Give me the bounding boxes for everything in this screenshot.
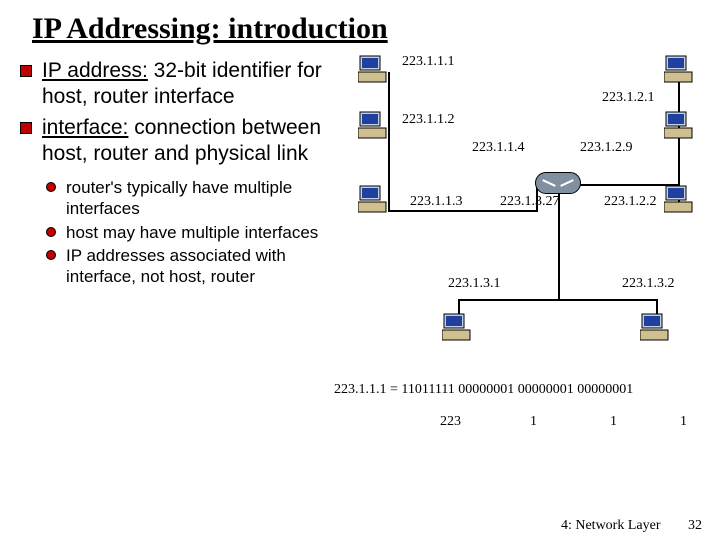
circle-bullet-icon <box>46 227 56 237</box>
square-bullet-icon <box>20 122 32 134</box>
sub-bullet-item: host may have multiple interfaces <box>46 222 340 243</box>
computer-icon <box>358 110 390 140</box>
left-column: IP address: 32-bit identifier for host, … <box>0 54 340 474</box>
slide-footer: 4: Network Layer 32 <box>561 518 702 534</box>
binary-octet: 1 <box>530 414 537 430</box>
computer-icon <box>358 54 390 84</box>
ip-label: 223.1.2.2 <box>604 194 657 210</box>
chapter-label: 4: Network Layer <box>561 518 661 533</box>
binary-octet: 1 <box>610 414 617 430</box>
computer-icon <box>664 110 696 140</box>
sub-bullet-text: host may have multiple interfaces <box>66 222 318 243</box>
bullet-text: IP address: 32-bit identifier for host, … <box>42 58 340 111</box>
ip-label: 223.1.3.27 <box>500 194 560 210</box>
bullet-term: interface: <box>42 116 128 139</box>
network-diagram: 223.1.1.1 223.1.1.2 223.1.1.3 223.1.1.4 … <box>340 54 710 474</box>
router-icon <box>535 172 581 194</box>
sub-bullet-item: IP addresses associated with interface, … <box>46 245 340 288</box>
bullet-item: interface: connection between host, rout… <box>20 115 340 168</box>
binary-octet: 223 <box>440 414 461 430</box>
computer-icon <box>664 54 696 84</box>
sub-bullet-list: router's typically have multiple interfa… <box>20 171 340 287</box>
ip-label: 223.1.1.1 <box>402 54 455 70</box>
wire <box>388 210 538 212</box>
slide-title: IP Addressing: introduction <box>0 0 720 54</box>
circle-bullet-icon <box>46 182 56 192</box>
sub-bullet-text: router's typically have multiple interfa… <box>66 177 340 220</box>
ip-label: 223.1.3.2 <box>622 276 675 292</box>
wire <box>458 299 658 301</box>
bullet-item: IP address: 32-bit identifier for host, … <box>20 58 340 111</box>
ip-label: 223.1.2.9 <box>580 140 633 156</box>
ip-label: 223.1.1.2 <box>402 112 455 128</box>
bullet-text: interface: connection between host, rout… <box>42 115 340 168</box>
square-bullet-icon <box>20 65 32 77</box>
ip-label: 223.1.3.1 <box>448 276 501 292</box>
content-area: IP address: 32-bit identifier for host, … <box>0 54 720 474</box>
circle-bullet-icon <box>46 250 56 260</box>
computer-icon <box>358 184 390 214</box>
sub-bullet-text: IP addresses associated with interface, … <box>66 245 340 288</box>
page-number: 32 <box>688 518 702 533</box>
binary-equation: 223.1.1.1 = 11011111 00000001 00000001 0… <box>334 382 633 398</box>
sub-bullet-item: router's typically have multiple interfa… <box>46 177 340 220</box>
computer-icon <box>442 312 474 342</box>
binary-octet: 1 <box>680 414 687 430</box>
ip-label: 223.1.2.1 <box>602 90 655 106</box>
computer-icon <box>640 312 672 342</box>
ip-label: 223.1.1.4 <box>472 140 525 156</box>
ip-label: 223.1.1.3 <box>410 194 463 210</box>
computer-icon <box>664 184 696 214</box>
bullet-term: IP address: <box>42 59 148 82</box>
